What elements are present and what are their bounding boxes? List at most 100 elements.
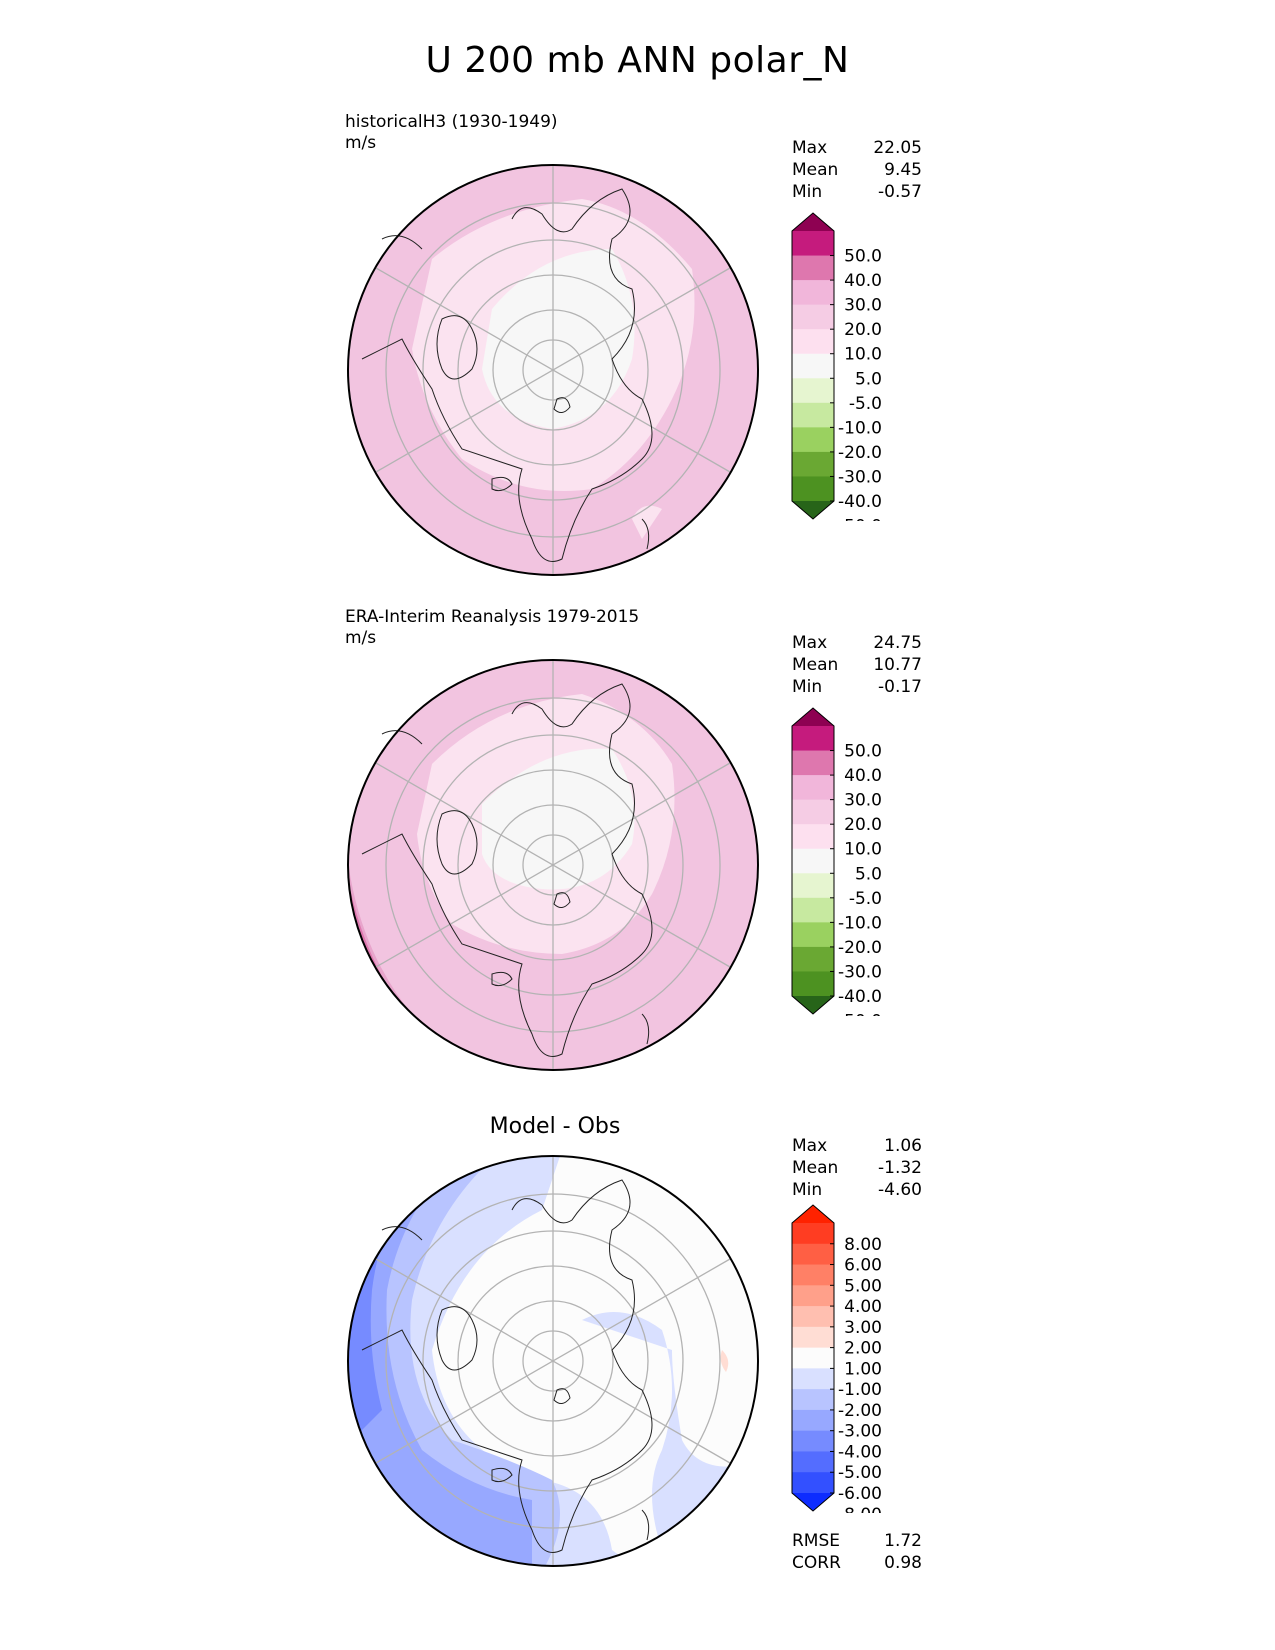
- colorbar-swatch: [792, 897, 834, 923]
- colorbar-swatch: [792, 476, 834, 502]
- colorbar-swatch: [792, 1409, 834, 1432]
- colorbar-swatch: [792, 946, 834, 972]
- colorbar-reference: 50.0 40.0 30.0 20.0 10.0 5.0 -5.0 -10.0 -20.0 -30…: [791, 707, 882, 1016]
- colorbar-swatch: [792, 1243, 834, 1266]
- colorbar-swatch: [792, 280, 834, 306]
- colorbar-swatch: [792, 353, 834, 379]
- panel-reference-label: ERA-Interim Reanalysis 1979-2015 m/s: [345, 607, 639, 649]
- polar-map-reference: [347, 659, 759, 1071]
- colorbar-tick-label: 5.00: [844, 1276, 882, 1296]
- colorbar-tick-label: -1.00: [838, 1380, 882, 1400]
- panel-difference-stats: Max 1.06 Mean -1.32 Min -4.60: [792, 1135, 922, 1201]
- colorbar-tick-label: 4.00: [844, 1297, 882, 1317]
- stat-min: Min -0.17: [792, 677, 922, 697]
- colorbar-tick-label: -50.0: [838, 517, 882, 521]
- colorbar-extend-top: [792, 213, 834, 231]
- colorbar-tick-label: 30.0: [844, 296, 882, 316]
- colorbar-tick-label: 6.00: [844, 1256, 882, 1276]
- colorbar-tick-label: 50.0: [844, 742, 882, 762]
- colorbar-swatch: [792, 231, 834, 257]
- colorbar-swatch: [792, 750, 834, 776]
- colorbar-swatch: [792, 848, 834, 874]
- colorbar-tick-label: 40.0: [844, 271, 882, 291]
- colorbar-swatch: [792, 451, 834, 477]
- stat-corr: CORR 0.98: [792, 1553, 922, 1573]
- colorbar-swatch: [792, 378, 834, 404]
- colorbar-tick-label: -5.0: [849, 394, 882, 414]
- panel-reference-stats: Max 24.75 Mean 10.77 Min -0.17: [792, 632, 922, 698]
- stat-max: Max 1.06: [792, 1136, 922, 1156]
- colorbar-tick-label: 8.00: [844, 1235, 882, 1255]
- colorbar-tick-label: 40.0: [844, 766, 882, 786]
- colorbar-swatch: [792, 329, 834, 355]
- colorbar-swatch: [792, 873, 834, 899]
- colorbar-swatch: [792, 427, 834, 453]
- stat-max: Max 22.05: [792, 138, 922, 158]
- panel-reference-dataset: ERA-Interim Reanalysis 1979-2015: [345, 607, 640, 627]
- stat-mean: Mean 9.45: [792, 160, 922, 180]
- stat-min: Min -4.60: [792, 1180, 922, 1200]
- colorbar-tick-label: 1.00: [844, 1359, 882, 1379]
- stat-min: Min -0.57: [792, 182, 922, 202]
- colorbar-swatch: [792, 255, 834, 281]
- colorbar-tick-label: 5.0: [855, 864, 882, 884]
- colorbar-tick-label: -20.0: [838, 938, 882, 958]
- colorbar-extend-top: [792, 708, 834, 726]
- panel-test-label: historicalH3 (1930-1949) m/s: [345, 112, 558, 154]
- panel-difference-metrics: RMSE 1.72 CORR 0.98: [792, 1530, 922, 1574]
- colorbar-tick-label: 2.00: [844, 1339, 882, 1359]
- panel-reference-units: m/s: [345, 628, 377, 648]
- stat-rmse: RMSE 1.72: [792, 1531, 922, 1551]
- colorbar-tick-label: -2.00: [838, 1401, 882, 1421]
- colorbar-tick-label: -40.0: [838, 492, 882, 512]
- colorbar-tick-label: 3.00: [844, 1318, 882, 1338]
- colorbar-tick-label: 20.0: [844, 320, 882, 340]
- colorbar-swatch: [792, 1368, 834, 1390]
- colorbar-swatch: [792, 971, 834, 997]
- colorbar-swatch: [792, 1451, 834, 1473]
- colorbar-test: 50.0 40.0 30.0 20.0 10.0 5.0 -5.0 -10.0 -20.0 -30…: [791, 212, 882, 521]
- main-title: U 200 mb ANN polar_N: [425, 40, 850, 81]
- polar-map-difference: [347, 1155, 759, 1567]
- colorbar-extend-bottom: [792, 501, 834, 519]
- colorbar-tick-label: 30.0: [844, 791, 882, 811]
- polar-map-test: [347, 164, 759, 576]
- panel-test-units: m/s: [345, 133, 377, 153]
- colorbar-tick-label: -20.0: [838, 443, 882, 463]
- panel-difference-title: Model - Obs: [489, 1114, 621, 1139]
- colorbar-extend-top: [792, 1205, 834, 1223]
- colorbar-swatch: [792, 1285, 834, 1307]
- colorbar-tick-label: -5.00: [838, 1463, 882, 1483]
- colorbar-swatch: [792, 775, 834, 801]
- colorbar-swatch: [792, 799, 834, 825]
- colorbar-swatch: [792, 726, 834, 752]
- colorbar-tick-label: -30.0: [838, 962, 882, 982]
- colorbar-tick-label: -10.0: [838, 913, 882, 933]
- colorbar-tick-label: 10.0: [844, 345, 882, 365]
- colorbar-swatch: [792, 402, 834, 428]
- colorbar-tick-label: -8.00: [838, 1505, 882, 1513]
- colorbar-difference: 8.006.005.004.003.002.001.00-1.00-2.00-3…: [791, 1204, 882, 1513]
- colorbar-swatch: [792, 1347, 834, 1369]
- colorbar-tick-label: 5.0: [855, 369, 882, 389]
- colorbar-swatch: [792, 824, 834, 850]
- colorbar-tick-label: 50.0: [844, 247, 882, 267]
- panel-test-stats: Max 22.05 Mean 9.45 Min -0.57: [792, 137, 922, 203]
- colorbar-extend-bottom: [792, 1493, 834, 1511]
- colorbar-tick-label: -40.0: [838, 987, 882, 1007]
- colorbar-swatch: [792, 1223, 834, 1245]
- stat-mean: Mean 10.77: [792, 655, 922, 675]
- colorbar-swatch: [792, 1389, 834, 1411]
- colorbar-swatch: [792, 922, 834, 948]
- colorbar-swatch: [792, 1264, 834, 1286]
- colorbar-tick-label: -4.00: [838, 1442, 882, 1462]
- colorbar-tick-label: -10.0: [838, 418, 882, 438]
- colorbar-tick-label: -50.0: [838, 1012, 882, 1016]
- colorbar-swatch: [792, 1472, 834, 1494]
- colorbar-swatch: [792, 1326, 834, 1349]
- colorbar-tick-label: 20.0: [844, 815, 882, 835]
- colorbar-swatch: [792, 1430, 834, 1452]
- stat-mean: Mean -1.32: [792, 1158, 922, 1178]
- colorbar-tick-label: 10.0: [844, 840, 882, 860]
- colorbar-swatch: [792, 304, 834, 330]
